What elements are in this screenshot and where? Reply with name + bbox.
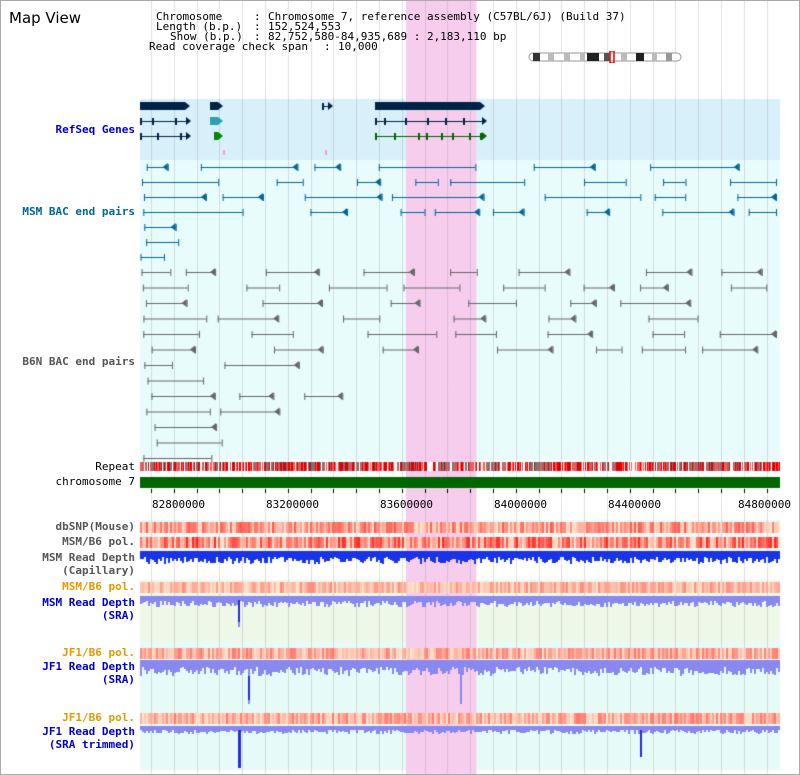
- show-key: Show (b.p.): [170, 30, 243, 43]
- span-value: 10,000: [338, 40, 378, 53]
- track-label-jf1-depth-sra-sub: (SRA): [101, 673, 135, 686]
- track-label-msm-depth-capillary-sub: (Capillary): [62, 564, 135, 577]
- chromosome-ideogram[interactable]: [528, 51, 684, 63]
- track-label-jf1-depth-trimmed-sub: (SRA trimmed): [48, 738, 135, 751]
- track-label-msm-b6-pol-1[interactable]: MSM/B6 pol.: [62, 535, 135, 548]
- track-label-msm-depth-sra-sub: (SRA): [101, 609, 135, 622]
- chromosome-key: Chromosome: [156, 10, 223, 23]
- axis-tick-label: 83600000: [380, 498, 433, 511]
- track-label-refseq[interactable]: RefSeq Genes: [55, 123, 135, 136]
- axis-tick-label: 84800000: [738, 498, 791, 511]
- length-key: Length (b.p.): [156, 20, 243, 33]
- track-label-msm-bac[interactable]: MSM BAC end pairs: [22, 205, 135, 218]
- track-label-msm-depth-capillary[interactable]: MSM Read Depth: [42, 551, 135, 564]
- length-value: 152,524,553: [268, 20, 341, 33]
- track-label-b6n-bac[interactable]: B6N BAC end pairs: [22, 355, 135, 368]
- track-label-jf1-b6-pol-2[interactable]: JF1/B6 pol.: [62, 711, 135, 724]
- track-label-msm-b6-pol-2[interactable]: MSM/B6 pol.: [62, 580, 135, 593]
- ideogram-position-marker: [609, 51, 615, 63]
- span-key: Read coverage check span: [149, 40, 308, 53]
- track-label-repeat: Repeat: [95, 460, 135, 473]
- track-label-dbsnp[interactable]: dbSNP(Mouse): [55, 520, 135, 533]
- track-label-msm-depth-sra[interactable]: MSM Read Depth: [42, 596, 135, 609]
- axis-tick-label: 84400000: [608, 498, 661, 511]
- track-label-chromosome: chromosome 7: [55, 475, 135, 488]
- track-label-jf1-depth-trimmed[interactable]: JF1 Read Depth: [42, 725, 135, 738]
- axis-tick-label: 84000000: [494, 498, 547, 511]
- show-value: 82,752,580-84,935,689 : 2,183,110 bp: [268, 30, 507, 43]
- axis-tick-label: 83200000: [266, 498, 319, 511]
- page-title: Map View: [9, 9, 82, 27]
- track-label-jf1-b6-pol-1[interactable]: JF1/B6 pol.: [62, 646, 135, 659]
- track-label-jf1-depth-sra[interactable]: JF1 Read Depth: [42, 660, 135, 673]
- axis-tick-label: 82800000: [152, 498, 205, 511]
- chromosome-value: Chromosome 7, reference assembly (C57BL/…: [268, 10, 626, 23]
